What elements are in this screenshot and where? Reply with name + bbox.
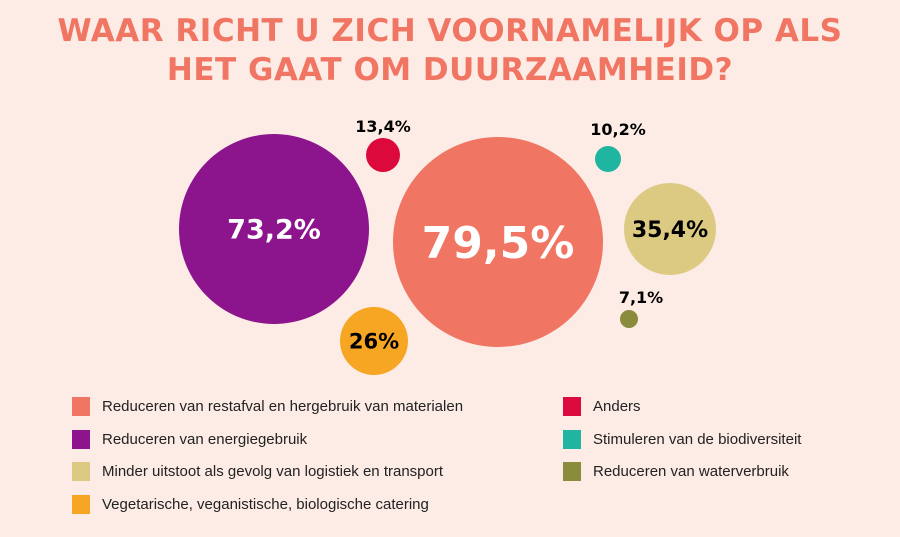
legend-swatch [563, 397, 581, 416]
legend-label: Anders [593, 398, 641, 415]
chart-title: WAAR RICHT U ZICH VOORNAMELIJK OP ALS HE… [0, 12, 900, 90]
legend-swatch [563, 430, 581, 449]
legend-item: Stimuleren van de biodiversiteit [563, 430, 801, 449]
legend-swatch [72, 495, 90, 514]
bubble-0 [393, 137, 603, 347]
title-line-1: WAAR RICHT U ZICH VOORNAMELIJK OP ALS [57, 13, 843, 49]
legend-item: Anders [563, 397, 641, 416]
data-label-6: 7,1% [619, 288, 663, 307]
legend-item: Reduceren van waterverbruik [563, 462, 789, 481]
legend-label: Vegetarische, veganistische, biologische… [102, 496, 429, 513]
data-label-0: 79,5% [422, 218, 575, 269]
bubble-1 [179, 134, 369, 324]
bubble-2 [624, 183, 716, 275]
data-label-4: 13,4% [355, 117, 411, 136]
bubble-chart: 79,5% 73,2% 35,4% 26% 13,4% 10,2% 7,1% [179, 117, 716, 375]
legend-swatch [72, 397, 90, 416]
legend-label: Reduceren van waterverbruik [593, 463, 789, 480]
legend-item: Reduceren van energiegebruik [72, 430, 307, 449]
legend-label: Stimuleren van de biodiversiteit [593, 431, 802, 448]
legend-item: Vegetarische, veganistische, biologische… [72, 495, 429, 514]
legend-item: Reduceren van restafval en hergebruik va… [72, 397, 463, 416]
data-label-1: 73,2% [227, 215, 321, 246]
legend-swatch [563, 462, 581, 481]
bubble-6 [620, 310, 638, 328]
bubble-4 [366, 138, 400, 172]
bubble-3 [340, 307, 408, 375]
legend-swatch [72, 430, 90, 449]
title-line-2: HET GAAT OM DUURZAAMHEID? [166, 52, 734, 88]
legend-label: Reduceren van restafval en hergebruik va… [102, 398, 464, 415]
legend-item: Minder uitstoot als gevolg van logistiek… [72, 462, 443, 481]
legend-label: Reduceren van energiegebruik [102, 431, 308, 448]
legend-swatch [72, 462, 90, 481]
bubble-5 [595, 146, 621, 172]
data-label-3: 26% [349, 330, 399, 354]
data-label-5: 10,2% [590, 120, 646, 139]
legend-label: Minder uitstoot als gevolg van logistiek… [102, 463, 444, 480]
data-label-2: 35,4% [632, 218, 708, 243]
